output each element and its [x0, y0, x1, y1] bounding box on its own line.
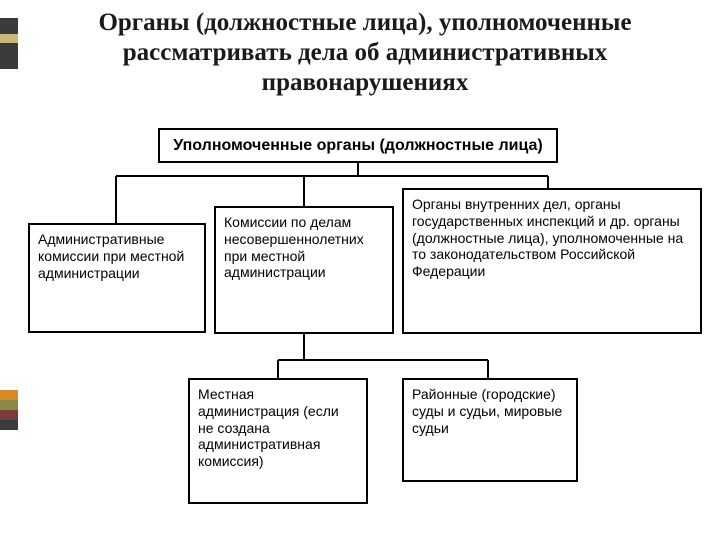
- node-minors-commissions: Комиссии по делам несовершеннолетних при…: [214, 206, 394, 334]
- slide: Органы (должностные лица), уполномоченны…: [0, 0, 720, 540]
- node-local-admin: Местная администрация (если не создана а…: [188, 378, 368, 504]
- org-diagram: Уполномоченные органы (должностные лица)…: [28, 128, 706, 520]
- accent-bar-bottom: [0, 390, 18, 430]
- slide-title: Органы (должностные лица), уполномоченны…: [30, 8, 700, 98]
- node-courts: Районные (городские) суды и судьи, миров…: [402, 378, 578, 482]
- accent-bar-top: [0, 18, 18, 69]
- node-admin-commissions: Административные комиссии при местной ад…: [28, 223, 206, 333]
- node-internal-affairs: Органы внутренних дел, органы государств…: [402, 188, 702, 334]
- root-node: Уполномоченные органы (должностные лица): [158, 128, 558, 163]
